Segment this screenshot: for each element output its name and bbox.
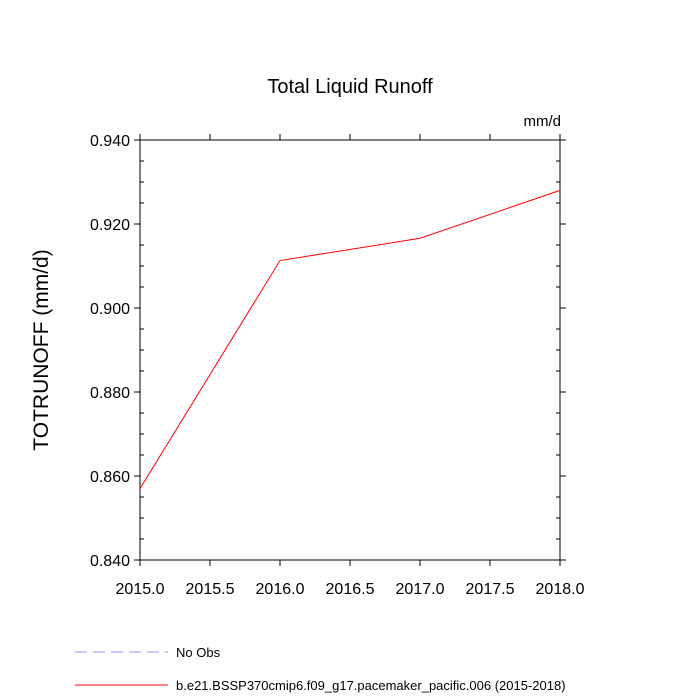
chart-title: Total Liquid Runoff <box>267 76 433 98</box>
legend: No Obs b.e21.BSSP370cmip6.f09_g17.pacemak… <box>75 645 566 693</box>
y-tick-label: 0.900 <box>90 301 130 318</box>
y-tick-label: 0.880 <box>90 385 130 402</box>
x-tick-label: 2016.0 <box>256 581 305 598</box>
x-tick-labels: 2015.0 2015.5 2016.0 2016.5 2017.0 2017.5 2018… <box>116 581 585 598</box>
y-tick-labels: 0.840 0.860 0.880 0.900 0.920 0.940 <box>90 133 130 570</box>
x-tick-label: 2017.0 <box>396 581 445 598</box>
x-tick-label: 2018.0 <box>536 581 585 598</box>
legend-label: b.e21.BSSP370cmip6.f09_g17.pacemaker_pac… <box>176 678 566 693</box>
y-tick-label: 0.920 <box>90 217 130 234</box>
series-lines <box>139 189 561 489</box>
x-tick-label: 2015.5 <box>186 581 235 598</box>
axis-ticks <box>134 134 566 566</box>
x-tick-label: 2015.0 <box>116 581 165 598</box>
y-tick-label: 0.940 <box>90 133 130 150</box>
y-tick-label: 0.860 <box>90 469 130 486</box>
series-line <box>139 189 561 489</box>
x-tick-label: 2017.5 <box>466 581 515 598</box>
y-axis-label: TOTRUNOFF (mm/d) <box>30 249 53 450</box>
legend-label: No Obs <box>176 645 221 660</box>
x-tick-label: 2016.5 <box>326 581 375 598</box>
y-tick-label: 0.840 <box>90 553 130 570</box>
plot-frame <box>139 139 561 561</box>
units-label: mm/d <box>524 113 562 130</box>
